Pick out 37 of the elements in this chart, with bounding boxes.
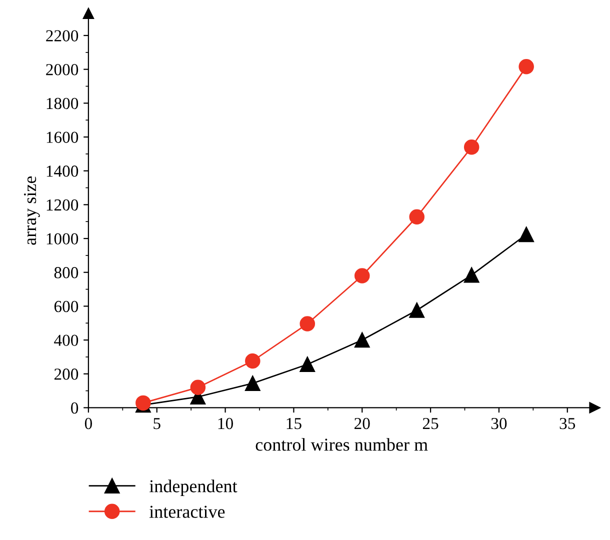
legend-label: independent [149,480,238,496]
y-tick-label: 1200 [46,199,78,211]
x-tick-label: 0 [84,418,92,430]
y-tick-label: 400 [54,334,78,346]
x-tick-label: 30 [491,418,507,430]
point [190,380,206,396]
point [245,376,260,391]
y-tick-label: 1600 [46,132,78,143]
point [354,268,370,284]
point [464,267,480,283]
y-tick-label: 1800 [46,98,78,110]
point [354,332,370,348]
x-tick-label: 25 [422,418,438,430]
point [409,302,424,318]
x-tick-label: 10 [218,418,233,430]
point [300,316,316,332]
y-tick-label: 2200 [46,30,78,42]
point [409,209,424,224]
y-axis-title: array size [24,176,40,245]
point [518,58,534,74]
x-tick-label: 15 [286,418,302,430]
y-tick-label: 600 [54,300,78,312]
point [300,356,316,372]
y-tick-label: 0 [71,402,78,414]
x-tick-label: 5 [154,418,160,430]
x-axis-title: control wires number m [256,438,428,451]
y-tick-label: 1000 [46,233,78,244]
x-tick-label: 35 [560,418,576,430]
point [464,140,480,155]
y-tick-label: 2000 [46,64,78,76]
y-tick-label: 200 [54,368,78,380]
point [245,353,260,369]
y-tick-label: 1400 [46,166,78,177]
x-tick-label: 20 [354,418,370,430]
point [518,226,534,242]
y-tick-label: 800 [54,267,78,278]
legend-label: interactive [149,506,225,518]
